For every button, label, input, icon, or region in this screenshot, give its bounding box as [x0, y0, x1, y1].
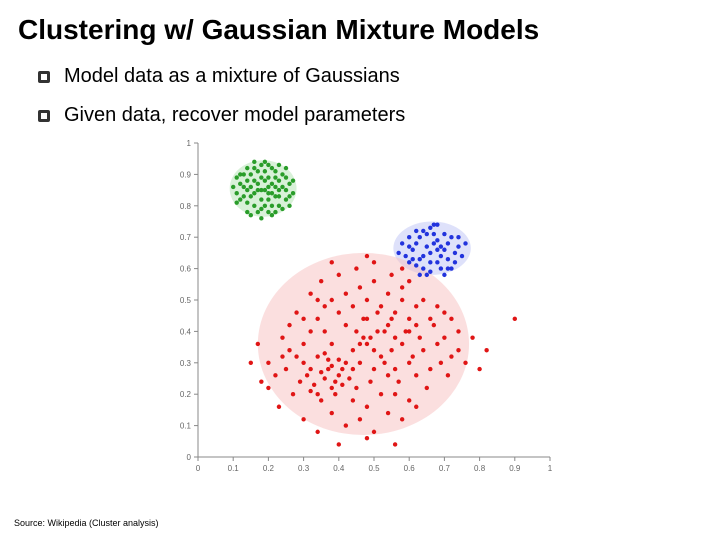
bullet-text: Model data as a mixture of Gaussians: [64, 65, 400, 88]
svg-text:0.2: 0.2: [263, 464, 275, 473]
gmm-scatter-chart: 0 0.1 0.2 0.3 0.4 0.5 0.6 0.7 0.8 0.9 1 0 0.1 0.2 0.3 0…: [160, 135, 560, 485]
svg-text:0.4: 0.4: [333, 464, 345, 473]
svg-text:0.7: 0.7: [180, 233, 192, 242]
svg-text:0.7: 0.7: [439, 464, 451, 473]
bullet-icon: [38, 110, 50, 122]
svg-text:0.6: 0.6: [404, 464, 416, 473]
svg-text:0.2: 0.2: [180, 390, 192, 399]
svg-text:0.3: 0.3: [180, 359, 192, 368]
svg-text:0.9: 0.9: [180, 170, 192, 179]
svg-text:1: 1: [548, 464, 553, 473]
svg-text:0.8: 0.8: [180, 202, 192, 211]
svg-text:1: 1: [187, 139, 192, 148]
slide-title: Clustering w/ Gaussian Mixture Models: [18, 14, 539, 46]
svg-text:0.5: 0.5: [180, 296, 192, 305]
svg-text:0.8: 0.8: [474, 464, 486, 473]
svg-text:0.9: 0.9: [509, 464, 521, 473]
bullet-2: Given data, recover model parameters: [38, 104, 405, 127]
svg-text:0.3: 0.3: [298, 464, 310, 473]
svg-text:0: 0: [187, 453, 192, 462]
svg-text:0.5: 0.5: [368, 464, 380, 473]
bullet-1: Model data as a mixture of Gaussians: [38, 65, 400, 88]
source-attribution: Source: Wikipedia (Cluster analysis): [14, 518, 159, 528]
svg-text:0.6: 0.6: [180, 265, 192, 274]
svg-text:0.1: 0.1: [180, 422, 192, 431]
svg-text:0: 0: [196, 464, 201, 473]
bullet-icon: [38, 71, 50, 83]
bullet-text: Given data, recover model parameters: [64, 104, 405, 127]
svg-text:0.1: 0.1: [228, 464, 240, 473]
svg-text:0.4: 0.4: [180, 327, 192, 336]
